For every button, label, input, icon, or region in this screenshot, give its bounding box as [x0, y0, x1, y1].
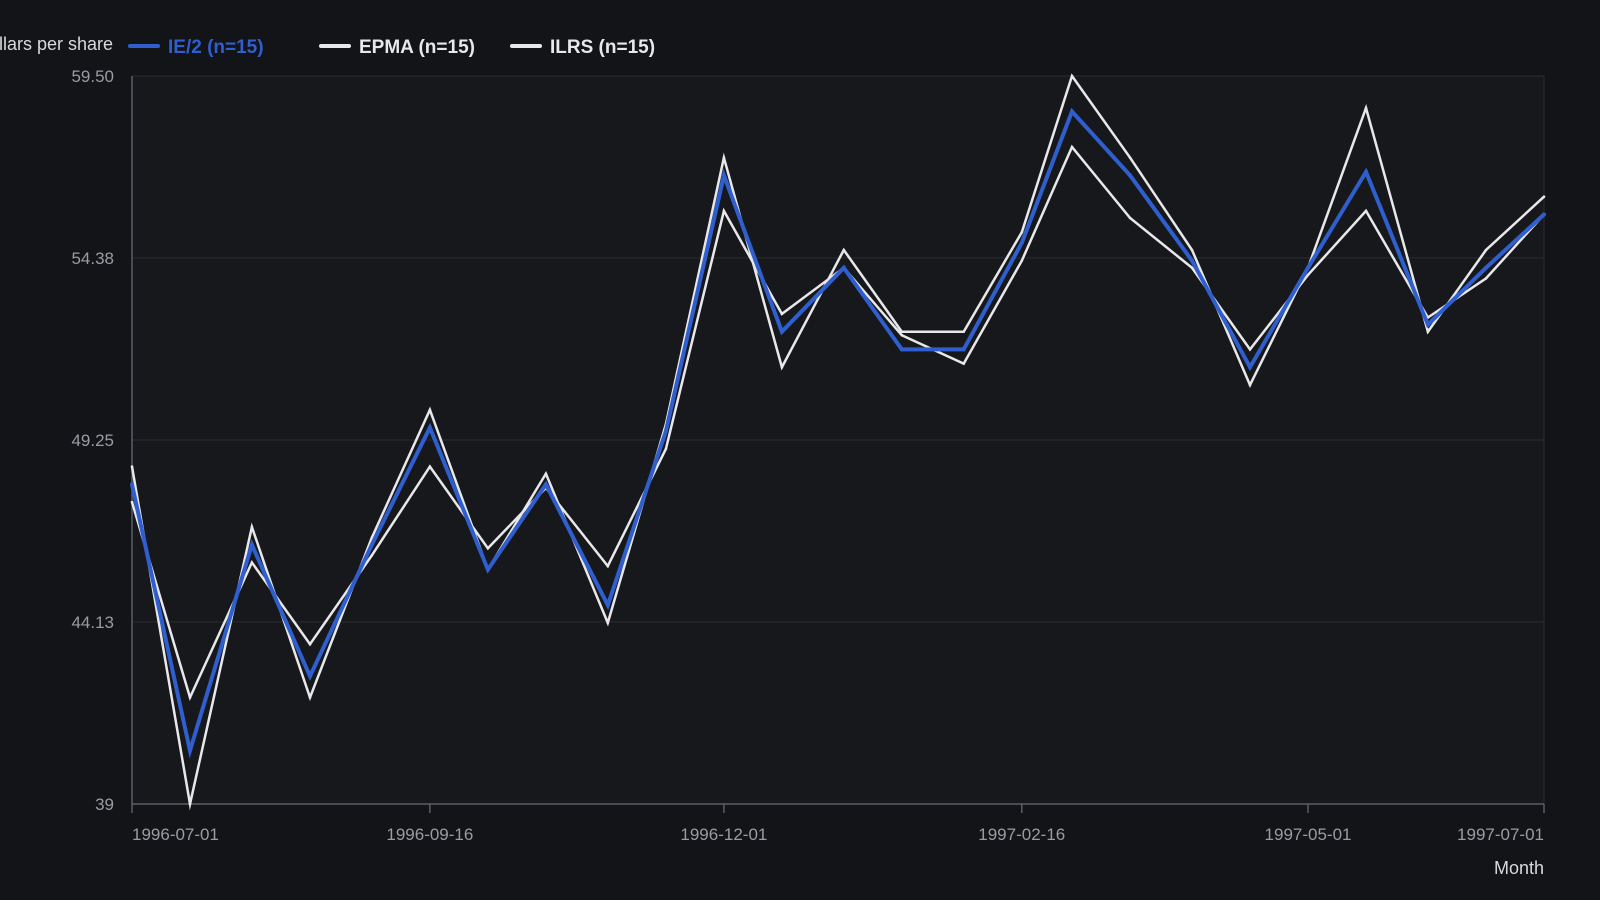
- data-point-ie2: [369, 542, 374, 547]
- x-tick-label: 1997-07-01: [1457, 825, 1544, 844]
- y-tick-label: 44.13: [71, 613, 114, 632]
- data-point-ie2: [485, 567, 490, 572]
- data-point-epma: [250, 561, 254, 564]
- legend-label: IE/2 (n=15): [168, 37, 264, 58]
- x-tick-label: 1997-05-01: [1265, 825, 1352, 844]
- data-point-ilrs: [1248, 383, 1252, 387]
- data-point-ilrs: [1190, 248, 1194, 252]
- data-point-epma: [1190, 266, 1194, 270]
- data-point-ilrs: [1020, 231, 1024, 234]
- x-axis-title: Month: [1494, 858, 1544, 878]
- data-point-epma: [1484, 277, 1488, 280]
- data-point-ie2: [249, 542, 254, 547]
- data-point-ilrs: [250, 525, 254, 529]
- data-point-epma: [962, 362, 965, 365]
- data-point-ie2: [1128, 173, 1133, 178]
- data-point-ie2: [1019, 240, 1024, 245]
- data-point-ilrs: [842, 248, 846, 252]
- data-point-epma: [722, 209, 726, 213]
- data-point-ilrs: [1542, 195, 1546, 198]
- data-point-ie2: [961, 347, 966, 352]
- data-point-ilrs: [544, 472, 548, 476]
- data-point-ie2: [1364, 169, 1368, 174]
- data-point-ilrs: [130, 465, 134, 468]
- data-point-ilrs: [1364, 106, 1368, 110]
- data-point-epma: [1248, 348, 1252, 351]
- data-point-ie2: [1070, 109, 1074, 114]
- data-point-epma: [308, 642, 312, 646]
- data-point-ie2: [841, 265, 846, 270]
- data-point-epma: [130, 500, 134, 504]
- data-point-ilrs: [1128, 156, 1132, 159]
- data-point-epma: [188, 696, 192, 699]
- legend-label: ILRS (n=15): [550, 37, 655, 58]
- data-point-ilrs: [428, 408, 432, 412]
- data-point-ie2: [1190, 258, 1194, 263]
- data-point-ilrs: [780, 365, 784, 369]
- data-point-epma: [486, 547, 490, 550]
- x-tick-label: 1996-12-01: [680, 825, 767, 844]
- x-tick-label: 1997-02-16: [978, 825, 1065, 844]
- data-point-epma: [1306, 273, 1310, 277]
- data-point-ie2: [779, 329, 784, 334]
- data-point-ie2: [1248, 365, 1252, 370]
- data-point-epma: [900, 333, 904, 337]
- data-point-ilrs: [962, 330, 965, 334]
- data-point-epma: [664, 447, 668, 451]
- data-point-ie2: [1306, 265, 1310, 270]
- y-axis-title: Dollars per share: [0, 34, 113, 54]
- data-point-ilrs: [722, 156, 726, 159]
- data-point-epma: [1070, 145, 1074, 149]
- data-point-epma: [780, 312, 784, 316]
- axis-layer: 39 44.13 49.25 54.38 59.50 1996-07-01 1996-09-…: [71, 67, 1545, 844]
- y-tick-label: 49.25: [71, 431, 114, 450]
- data-point-ie2: [721, 173, 726, 178]
- y-tick-label: 39: [95, 795, 114, 814]
- data-point-epma: [428, 465, 432, 468]
- legend[interactable]: Dollars per share IE/2 (n=15) EPMA (n=15)…: [0, 34, 655, 58]
- data-point-epma: [370, 554, 374, 557]
- x-tick-label: 1996-09-16: [386, 825, 473, 844]
- data-point-ie2: [543, 482, 548, 487]
- data-point-ie2: [427, 425, 432, 430]
- data-point-ie2: [899, 347, 904, 352]
- x-tick-label: 1996-07-01: [132, 825, 219, 844]
- data-point-ie2: [130, 482, 134, 487]
- data-point-ilrs: [1426, 330, 1430, 334]
- legend-label: EPMA (n=15): [359, 37, 475, 58]
- data-point-ilrs: [308, 696, 312, 699]
- data-point-ilrs: [188, 802, 192, 806]
- y-tick-label: 54.38: [71, 249, 114, 268]
- data-point-ilrs: [1070, 74, 1074, 78]
- data-point-epma: [1128, 216, 1132, 220]
- data-point-ie2: [663, 429, 668, 434]
- series-layer: [130, 73, 1546, 811]
- data-point-ilrs: [606, 621, 610, 625]
- data-point-ie2: [1425, 322, 1430, 327]
- data-point-epma: [606, 564, 610, 568]
- data-point-ilrs: [370, 536, 374, 539]
- data-point-ie2: [308, 674, 312, 679]
- data-point-ilrs: [900, 330, 904, 334]
- y-tick-label: 59.50: [71, 67, 114, 86]
- data-point-ilrs: [1484, 248, 1488, 252]
- data-point-ie2: [1484, 265, 1488, 270]
- data-point-epma: [1020, 259, 1024, 263]
- data-point-ie2: [605, 603, 610, 608]
- data-point-ie2: [1542, 212, 1546, 217]
- data-point-ie2: [188, 748, 192, 753]
- data-point-epma: [1364, 209, 1368, 213]
